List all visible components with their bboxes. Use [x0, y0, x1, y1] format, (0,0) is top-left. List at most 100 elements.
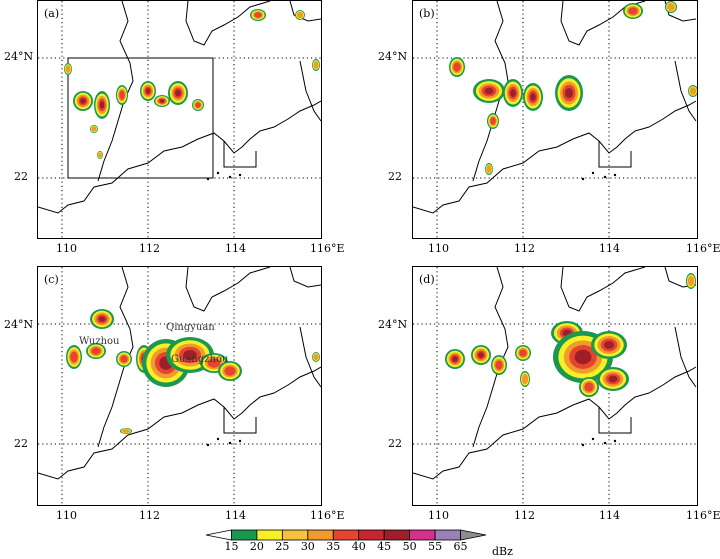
province-border	[289, 267, 321, 288]
island	[603, 175, 607, 179]
echo-cell-b	[667, 3, 675, 11]
map-d	[413, 267, 697, 505]
echo-cell-c	[224, 366, 236, 376]
province-border	[674, 60, 697, 122]
echo-cell-c	[70, 351, 78, 363]
echo-cell-b	[484, 87, 494, 95]
island	[216, 171, 220, 175]
colorbar-segment-low	[205, 529, 232, 541]
island	[216, 437, 220, 441]
echo-cell-a	[98, 152, 102, 158]
island	[581, 177, 585, 181]
echo-cell-b	[689, 87, 697, 95]
echo-cell-b	[628, 7, 638, 15]
lon-112-top-right: 112	[514, 242, 535, 255]
echo-cell-b	[453, 62, 461, 72]
echo-cell-c	[120, 355, 128, 363]
colorbar-segment-high	[460, 529, 487, 541]
echo-cell-d	[584, 382, 594, 392]
echo-c	[66, 309, 320, 434]
province-border	[289, 1, 321, 22]
lat-label-24-d: 24°N	[378, 318, 408, 331]
coastline	[38, 100, 321, 214]
echo-cell-c	[122, 429, 130, 433]
colorbar-segment	[307, 529, 334, 541]
echo-cell-d	[519, 349, 527, 357]
panel-d: (d)	[412, 266, 698, 506]
lon-116-top-right: 116°E	[686, 242, 720, 255]
lon-114-bottom-left: 114	[225, 509, 246, 522]
panel-label-c: (c)	[44, 273, 59, 286]
island	[228, 441, 232, 445]
island	[228, 175, 232, 179]
echo-cell-b	[530, 93, 536, 101]
province-border	[97, 1, 134, 182]
lat-label-24-c: 24°N	[4, 318, 34, 331]
province-border	[560, 1, 646, 46]
province-border	[185, 1, 271, 46]
echo-cell-a	[119, 90, 125, 100]
panel-c: (c) Wuzhou Qingyuan Guangzhou	[37, 266, 322, 506]
lon-110-bottom-right: 110	[428, 509, 449, 522]
colorbar-tick: 55	[428, 540, 442, 553]
echo-cell-a	[195, 102, 201, 108]
colorbar-tick: 25	[275, 540, 289, 553]
island	[238, 173, 242, 177]
colorbar-segment	[256, 529, 283, 541]
hk-boundary	[598, 407, 632, 434]
echo-cell-a	[80, 98, 86, 104]
lon-110-bottom-left: 110	[56, 509, 77, 522]
city-guangzhou: Guangzhou	[171, 354, 229, 365]
echo-cell-d	[521, 373, 529, 385]
echo-cell-d	[603, 341, 615, 349]
colorbar-tick: 45	[377, 540, 391, 553]
panel-label-d: (d)	[419, 273, 435, 286]
echo-a	[64, 9, 320, 159]
hk-boundary	[223, 141, 257, 168]
lon-116-bottom-right: 116°E	[686, 509, 720, 522]
island	[603, 441, 607, 445]
lon-114-top-left: 114	[225, 242, 246, 255]
lon-110-top-left: 110	[56, 242, 77, 255]
echo-cell-a	[175, 89, 181, 97]
colorbar-segment	[409, 529, 436, 541]
echo-cell-d	[608, 375, 618, 383]
colorbar-unit: dBz	[492, 545, 513, 558]
colorbar-tick: 35	[326, 540, 340, 553]
lon-112-bottom-left: 112	[139, 509, 160, 522]
zoom-box	[67, 57, 214, 179]
colorbar-segment	[332, 529, 360, 541]
lat-label-22-a: 22	[14, 170, 28, 183]
map-a	[38, 1, 321, 238]
colorbar-segment	[383, 529, 411, 541]
island	[591, 437, 595, 441]
colorbar-segment	[358, 529, 385, 541]
island	[238, 439, 242, 443]
panel-a: (a)	[37, 0, 322, 239]
province-border	[560, 267, 646, 312]
lon-114-bottom-right: 114	[599, 509, 620, 522]
echo-b	[449, 1, 697, 175]
echo-cell-c	[313, 353, 319, 361]
lat-label-22-c: 22	[14, 437, 28, 450]
hk-boundary	[598, 141, 632, 168]
echo-cell-b	[486, 165, 492, 173]
echo-cell-d	[687, 275, 695, 287]
echo-cell-b	[565, 87, 573, 99]
lon-116-bottom-left: 116°E	[310, 509, 345, 522]
province-border	[185, 267, 271, 312]
map-b	[413, 1, 697, 238]
lon-116-top-left: 116°E	[310, 242, 345, 255]
echo-cell-a	[65, 65, 71, 73]
colorbar-segment	[281, 529, 309, 541]
city-wuzhou: Wuzhou	[79, 336, 120, 347]
panel-label-a: (a)	[44, 7, 60, 20]
echo-cell-b	[510, 89, 516, 97]
echo-cell-a	[159, 99, 165, 103]
colorbar-tick: 40	[352, 540, 366, 553]
colorbar-tick: 65	[454, 540, 468, 553]
lat-label-22-d: 22	[388, 437, 402, 450]
province-border	[299, 60, 321, 122]
lat-label-24-b: 24°N	[378, 50, 408, 63]
echo-cell-a	[254, 12, 262, 18]
